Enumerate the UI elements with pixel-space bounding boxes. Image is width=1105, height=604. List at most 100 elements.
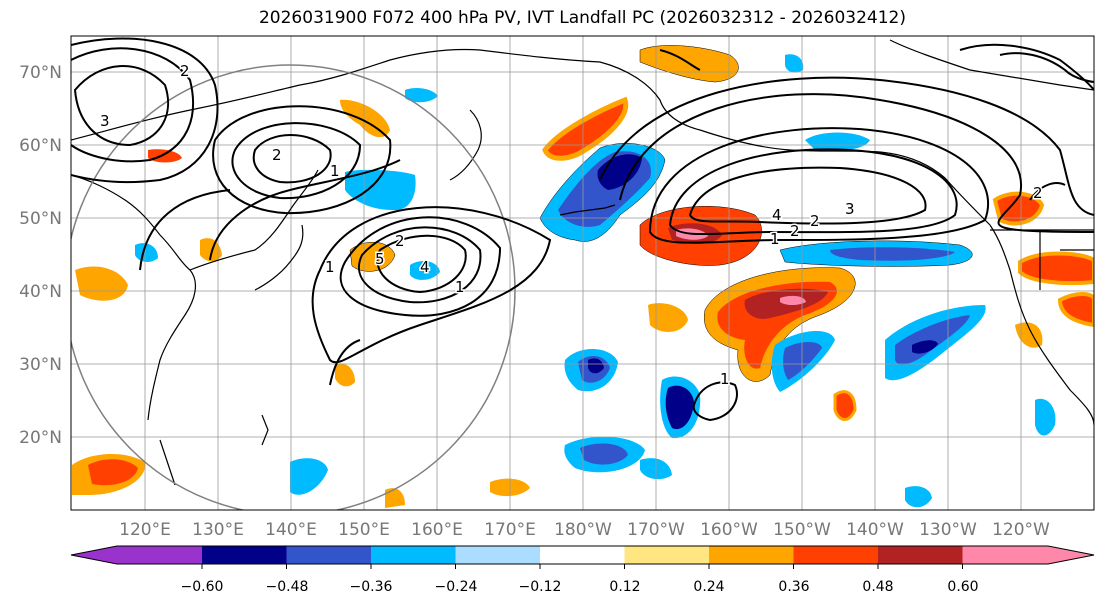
contour-label: 5: [375, 250, 385, 268]
lat-label: 70°N: [19, 63, 62, 83]
negative-anomaly-region: [580, 443, 628, 465]
positive-anomaly-region: [833, 390, 857, 421]
contour-label: 2: [395, 232, 405, 250]
lat-label: 60°N: [19, 136, 62, 156]
positive-anomaly-region: [385, 488, 405, 508]
colorbar-segment: [202, 546, 287, 564]
colorbar-tick-label: 0.60: [947, 579, 978, 595]
map-border: [70, 35, 1095, 511]
colorbar-segment: [962, 546, 1048, 564]
negative-anomaly-region: [912, 340, 938, 354]
colorbar-segment: [117, 546, 202, 564]
negative-anomaly-region: [830, 247, 955, 261]
positive-anomaly-region: [1018, 251, 1094, 286]
colorbar-segment: [371, 546, 456, 564]
colorbar-segment: [793, 546, 878, 564]
latitude-labels: 70°N 60°N 50°N 40°N 30°N 20°N: [19, 63, 62, 448]
negative-anomaly-region: [783, 342, 822, 380]
contour-label: 1: [455, 278, 465, 296]
lon-label: 140°E: [265, 520, 317, 540]
contour-label: 2: [180, 62, 190, 80]
colorbar-segment: [540, 546, 625, 564]
lon-label: 120°E: [119, 520, 171, 540]
colorbar-extension-low: [71, 546, 117, 564]
positive-anomaly-region: [148, 149, 182, 163]
negative-anomaly-region: [588, 358, 604, 374]
lat-label: 30°N: [19, 355, 62, 375]
lon-label: 150°W: [773, 520, 831, 540]
lat-label: 20°N: [19, 428, 62, 448]
lat-label: 40°N: [19, 282, 62, 302]
negative-anomaly-region: [665, 385, 694, 430]
lon-label: 150°E: [338, 520, 390, 540]
positive-anomaly-region: [992, 191, 1045, 226]
colorbar-segment: [286, 546, 371, 564]
lon-label: 160°E: [411, 520, 463, 540]
lat-label: 50°N: [19, 209, 62, 229]
contour-label: 2: [272, 146, 282, 164]
negative-anomaly-region: [410, 260, 440, 280]
lon-label: 170°W: [627, 520, 685, 540]
colorbar: [70, 545, 1095, 569]
colorbar-tick-label: 0.24: [693, 579, 724, 595]
map-title: 2026031900 F072 400 hPa PV, IVT Landfall…: [258, 8, 906, 28]
lon-label: 170°E: [484, 520, 536, 540]
positive-anomaly-region: [200, 238, 222, 262]
positive-anomaly-region: [75, 266, 128, 301]
colorbar-segment: [878, 546, 963, 564]
colorbar-ticks: −0.60 −0.48 −0.36 −0.24 −0.12 0.12 0.24 …: [181, 579, 979, 595]
contour-label: 2: [790, 222, 800, 240]
contour-label: 1: [720, 370, 730, 388]
lon-label: 130°W: [919, 520, 977, 540]
lon-label: 130°E: [192, 520, 244, 540]
positive-anomaly-region: [780, 295, 806, 305]
colorbar-tick-label: 0.12: [609, 579, 640, 595]
contour-label: 4: [420, 258, 430, 276]
negative-anomaly-region: [1035, 398, 1056, 436]
contour-label: 1: [325, 258, 335, 276]
lon-label: 120°W: [992, 520, 1050, 540]
colorbar-segment: [455, 546, 540, 564]
shaded-anomaly-fields: [72, 45, 1094, 508]
contour-labels: 3 2 1 2 5 4 1 1 4 2 3 1 2 2 1 2: [99, 61, 1045, 390]
colorbar-tick-label: −0.60: [181, 579, 224, 595]
positive-anomaly-region: [1057, 292, 1094, 328]
coastlines: [71, 39, 1094, 486]
negative-anomaly-region: [345, 169, 416, 211]
colorbar-extension-high: [1048, 546, 1094, 564]
colorbar-tick-label: −0.12: [519, 579, 562, 595]
colorbar-tick-label: −0.36: [350, 579, 393, 595]
lon-label: 180°W: [554, 520, 612, 540]
negative-anomaly-region: [805, 132, 870, 151]
contour-label: 2: [1033, 184, 1043, 202]
colorbar-tick-label: −0.48: [266, 579, 309, 595]
contour-label: 3: [845, 200, 855, 218]
colorbar-tick-label: 0.48: [862, 579, 893, 595]
colorbar-segment: [624, 546, 709, 564]
negative-anomaly-region: [290, 458, 328, 495]
positive-anomaly-region: [542, 96, 629, 161]
contour-label: 1: [770, 230, 780, 248]
positive-anomaly-region: [1015, 322, 1043, 348]
negative-anomaly-region: [405, 88, 438, 103]
contour-label: 4: [772, 206, 782, 224]
graticule: [71, 36, 1094, 510]
colorbar-outline: [70, 545, 1095, 565]
colorbar-segment: [709, 546, 794, 564]
positive-anomaly-region: [648, 303, 688, 332]
pv-contours: [71, 37, 1094, 422]
contour-label: 3: [100, 112, 110, 130]
lon-label: 160°W: [700, 520, 758, 540]
contour-label: 2: [810, 212, 820, 230]
colorbar-tick-label: 0.36: [778, 579, 809, 595]
positive-anomaly-region: [349, 242, 396, 272]
lon-label: 140°W: [846, 520, 904, 540]
longitude-labels: 120°E 130°E 140°E 150°E 160°E 170°E 180°…: [119, 520, 1050, 540]
colorbar-tick-label: −0.24: [435, 579, 478, 595]
negative-anomaly-region: [135, 243, 158, 262]
positive-anomaly-region: [335, 363, 355, 387]
negative-anomaly-region: [785, 54, 804, 73]
contour-label: 1: [330, 162, 340, 180]
negative-anomaly-region: [905, 486, 932, 508]
